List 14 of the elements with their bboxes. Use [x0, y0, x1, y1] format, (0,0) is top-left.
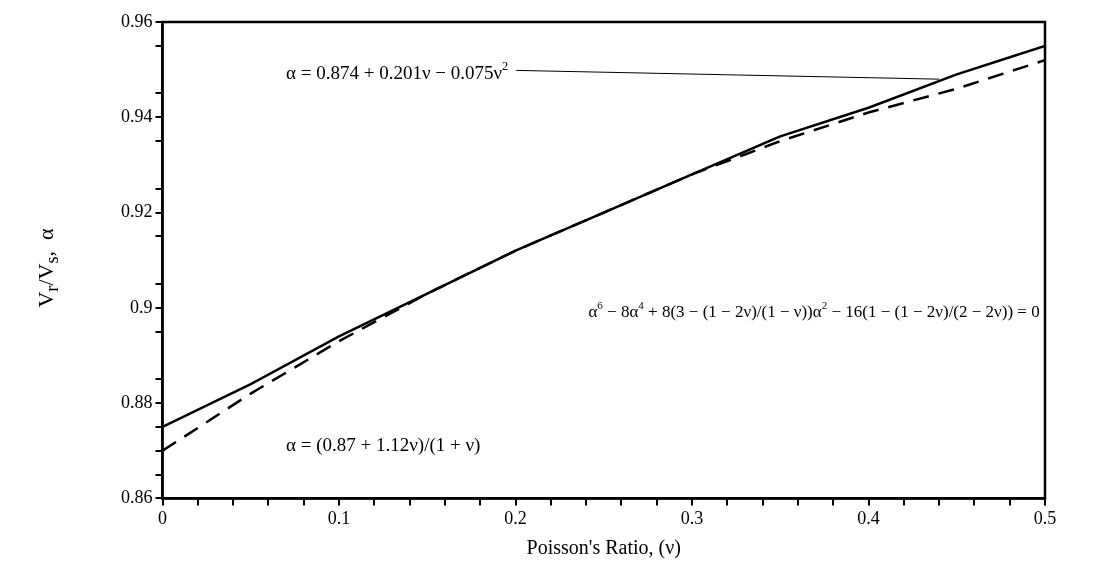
- x-tick-label: 0: [158, 507, 167, 528]
- y-tick-label: 0.88: [121, 391, 153, 412]
- y-tick-label: 0.96: [121, 10, 153, 31]
- y-tick-label: 0.94: [121, 106, 153, 127]
- y-tick-label: 0.86: [121, 487, 153, 508]
- x-tick-label: 0.1: [327, 507, 351, 528]
- x-axis-title: Poisson's Ratio, (ν): [526, 536, 681, 560]
- x-tick-label: 0.3: [680, 507, 704, 528]
- x-tick-label: 0.4: [857, 507, 880, 528]
- x-tick-label: 0.5: [1033, 507, 1057, 528]
- annotation: α = (0.87 + 1.12ν)/(1 + ν): [286, 433, 481, 456]
- y-tick-label: 0.9: [130, 296, 153, 317]
- y-tick-label: 0.92: [121, 201, 153, 222]
- x-tick-label: 0.2: [504, 507, 527, 528]
